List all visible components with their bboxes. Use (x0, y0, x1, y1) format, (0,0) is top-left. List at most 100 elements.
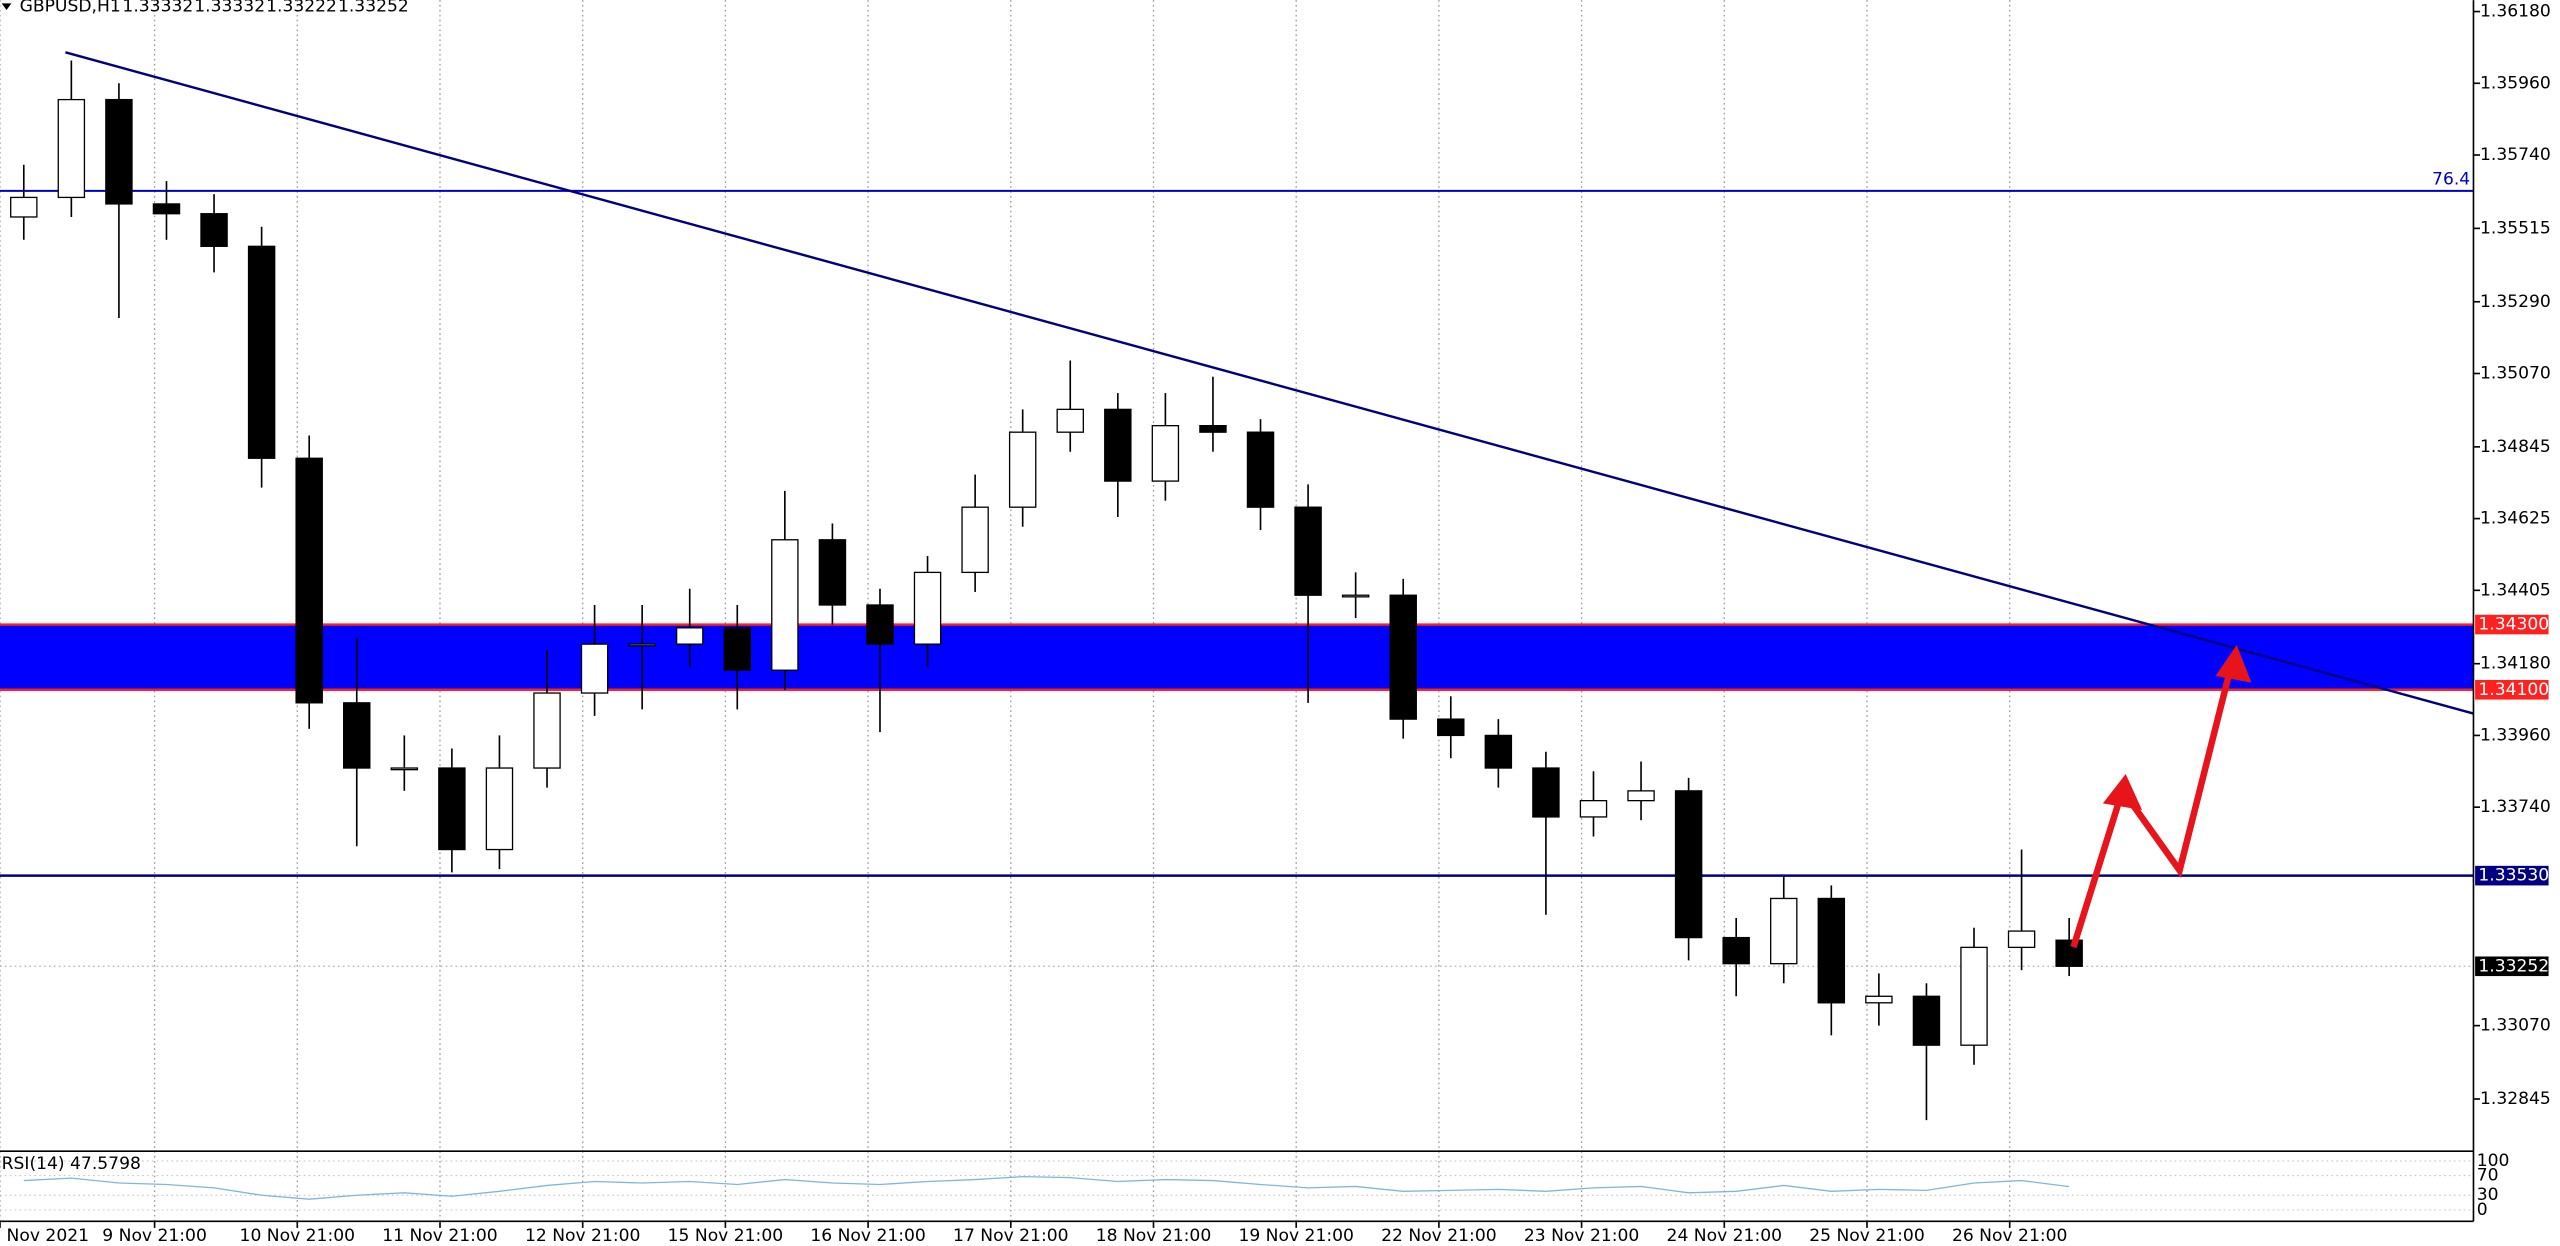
symbol-title: GBPUSD,H1 (20, 0, 121, 17)
last-price-label: 1.33252 (2478, 956, 2549, 976)
candle-body (913, 571, 942, 645)
support-label: 1.33530 (2478, 866, 2549, 886)
y-tick-label: 1.34405 (2480, 580, 2551, 600)
candle-body (1817, 897, 1846, 1004)
x-tick-label: 8 Nov 2021 (0, 1226, 89, 1246)
candle-body (1056, 408, 1084, 433)
candle-body (343, 702, 371, 769)
candle-body (295, 457, 323, 704)
y-tick-label: 1.34625 (2480, 509, 2551, 529)
candle-body (533, 692, 561, 769)
arrow-head (2215, 645, 2252, 683)
x-tick-label: 18 Nov 21:00 (1096, 1226, 1211, 1246)
y-tick-label: 1.34180 (2480, 654, 2551, 674)
candle-body (1437, 718, 1465, 737)
candle-body (1912, 995, 1941, 1046)
candle-body (152, 203, 181, 215)
candle-body (1627, 790, 1655, 802)
candle-body (1960, 946, 1988, 1046)
candle-body (1151, 425, 1180, 482)
candle-body (1532, 767, 1560, 818)
arrow-head (2102, 774, 2143, 810)
candle-body (1770, 897, 1798, 965)
forecast-arrow (2070, 645, 2252, 949)
candle-body (818, 539, 847, 606)
candle-body (10, 196, 38, 218)
plot-layer (10, 51, 2474, 1200)
fib-label: 76.4 (2432, 169, 2470, 189)
candle-body (2055, 939, 2083, 967)
y-tick-label: 1.35740 (2480, 145, 2551, 165)
y-tick-label: 1.35960 (2480, 73, 2551, 93)
y-tick-label: 1.33740 (2480, 797, 2551, 817)
zone-label: 1.34300 (2478, 615, 2549, 635)
y-tick-label: 1.33070 (2480, 1016, 2551, 1036)
rsi-tick-label: 0 (2477, 1200, 2488, 1220)
x-tick-label: 17 Nov 21:00 (953, 1226, 1068, 1246)
y-tick-label: 1.34845 (2480, 437, 2551, 457)
header-high: 1.33332 (194, 0, 265, 17)
x-tick-label: 25 Nov 21:00 (1809, 1226, 1924, 1246)
candle-body (1104, 408, 1132, 482)
candle-body (723, 627, 752, 671)
x-tick-label: 24 Nov 21:00 (1667, 1226, 1782, 1246)
header-close: 1.33252 (338, 0, 409, 17)
x-tick-label: 11 Nov 21:00 (382, 1226, 497, 1246)
x-tick-label: 10 Nov 21:00 (240, 1226, 355, 1246)
arrow-path (2070, 662, 2236, 949)
x-tick-label: 23 Nov 21:00 (1524, 1226, 1639, 1246)
candle-body (628, 643, 656, 647)
x-tick-label: 16 Nov 21:00 (810, 1226, 925, 1246)
rsi-tick-label: 100 (2477, 1151, 2510, 1171)
rsi-tick-label: 30 (2477, 1185, 2499, 1205)
rsi-line (23, 1175, 2070, 1200)
candle-body (1294, 506, 1322, 596)
x-tick-label: 26 Nov 21:00 (1952, 1226, 2067, 1246)
candle-body (438, 767, 466, 851)
candle-body (1389, 594, 1417, 720)
candle-body (866, 604, 894, 645)
x-tick-label: 12 Nov 21:00 (525, 1226, 640, 1246)
candle-body (247, 245, 276, 459)
x-tick-label: 19 Nov 21:00 (1238, 1226, 1353, 1246)
candle-body (1484, 734, 1513, 769)
candle-body (1579, 799, 1608, 818)
zone-label-box (2475, 614, 2549, 635)
header-low: 1.33222 (266, 0, 337, 17)
rsi-title: RSI(14) 47.5798 (2, 1154, 141, 1174)
zone-label: 1.34100 (2478, 680, 2549, 700)
candle-body (961, 506, 989, 574)
zone (0, 624, 2474, 690)
trendline (65, 51, 2474, 715)
candle-body (2007, 930, 2036, 949)
candle-body (485, 767, 514, 851)
support-label-box (2475, 865, 2549, 886)
candle-body (1199, 425, 1227, 433)
x-tick-label: 15 Nov 21:00 (668, 1226, 783, 1246)
grid-layer (0, 0, 2474, 1222)
y-tick-label: 1.32845 (2480, 1089, 2551, 1109)
candle-body (105, 98, 133, 205)
header-open: 1.33332 (122, 0, 193, 17)
y-tick-label: 1.35070 (2480, 363, 2551, 383)
candle-body (675, 627, 704, 645)
rsi-tick-label: 70 (2477, 1166, 2499, 1186)
candle-body (57, 98, 86, 199)
zone-layer: 76.4 (0, 169, 2474, 967)
header-icon (1, 3, 12, 10)
y-tick-label: 1.36180 (2480, 2, 2551, 22)
zone-label-box (2475, 679, 2549, 700)
x-tick-label: 9 Nov 21:00 (102, 1226, 207, 1246)
last-price-box (2475, 956, 2549, 977)
y-tick-label: 1.35515 (2480, 218, 2551, 238)
candle-body (1865, 995, 1893, 1004)
candle-body (1674, 790, 1703, 939)
y-tick-label: 1.35290 (2480, 292, 2551, 312)
candle-body (1246, 431, 1275, 508)
y-tick-label: 1.33960 (2480, 725, 2551, 745)
candle-body (200, 213, 228, 247)
candle-body (1722, 936, 1750, 965)
